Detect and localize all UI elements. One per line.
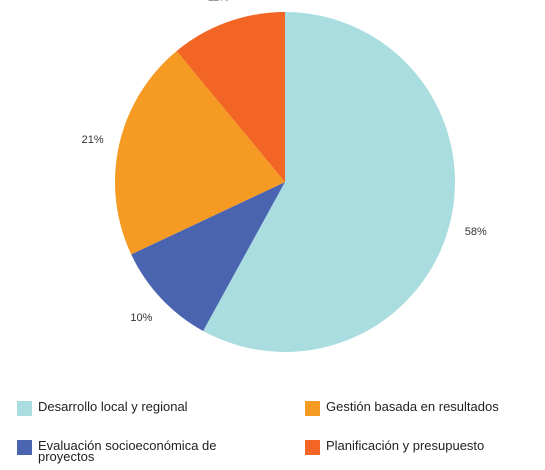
pie-slice-2	[131, 182, 285, 331]
pie-slice-label-2: 10%	[130, 312, 152, 324]
pie-slice-4	[176, 12, 285, 182]
pie-slice-1	[203, 12, 456, 353]
pie-slice-label-4: 11%	[208, 0, 229, 4]
pie-slice-label-3: 21%	[82, 134, 104, 146]
pie-slice-3	[115, 51, 285, 255]
pie-slices	[115, 12, 456, 353]
pie-slice-label-1: 58%	[465, 226, 487, 238]
pie-slice-labels: 58% 10% 21% 11%	[82, 0, 487, 324]
